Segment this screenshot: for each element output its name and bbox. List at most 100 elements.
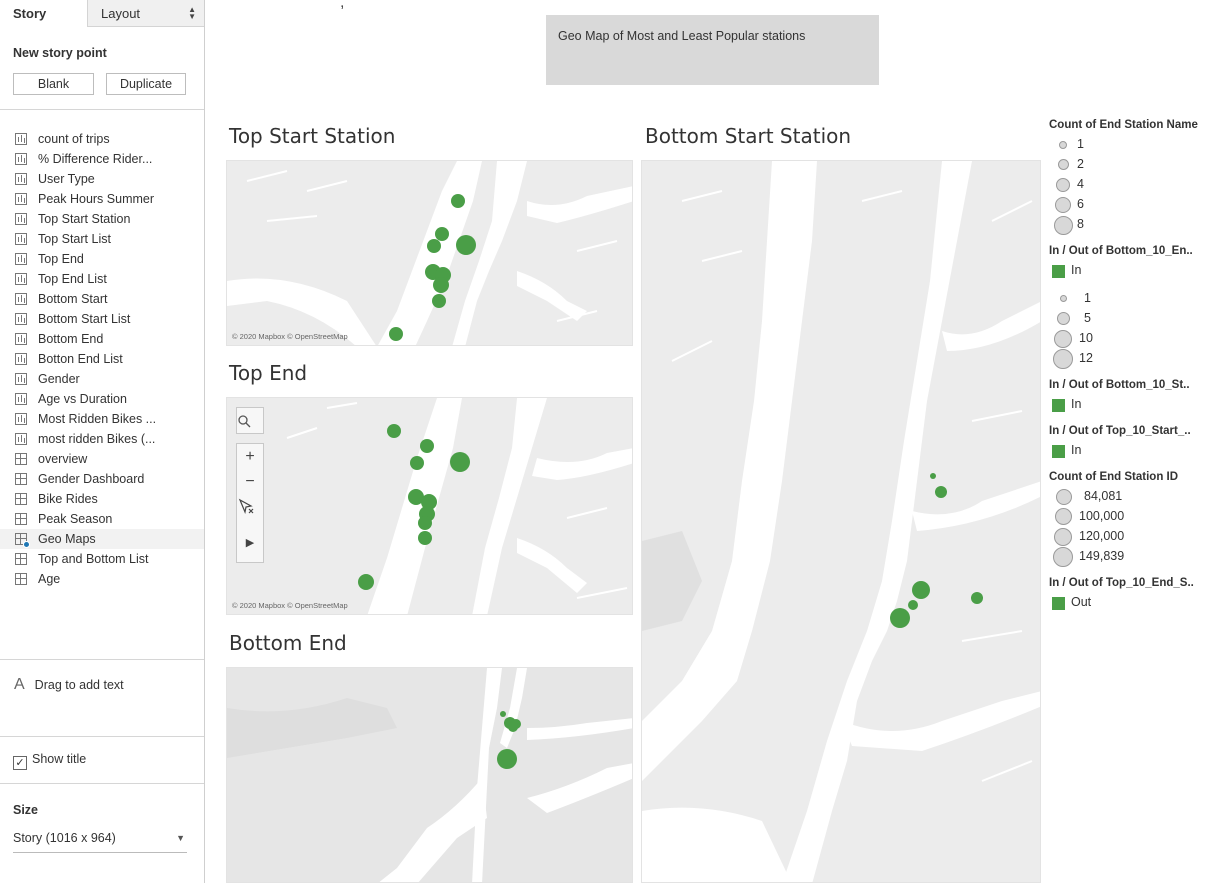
sheet-item[interactable]: Peak Hours Summer <box>0 189 204 209</box>
sheet-item[interactable]: Top End <box>0 249 204 269</box>
duplicate-button[interactable]: Duplicate <box>106 73 186 95</box>
station-marker[interactable] <box>432 294 446 308</box>
legend-title-count-end-station-name[interactable]: Count of End Station Name <box>1049 119 1198 131</box>
dashboard-icon <box>15 513 27 525</box>
bar-chart-sheet-icon <box>15 413 27 425</box>
drag-to-add-text[interactable]: A Drag to add text <box>14 676 124 694</box>
sheet-item[interactable]: Top and Bottom List <box>0 549 204 569</box>
sheet-item[interactable]: Top End List <box>0 269 204 289</box>
sheet-item[interactable]: Gender <box>0 369 204 389</box>
station-marker[interactable] <box>908 600 918 610</box>
station-marker[interactable] <box>433 277 449 293</box>
station-marker[interactable] <box>935 486 947 498</box>
legend-title-in-out-bottom-10-end[interactable]: In / Out of Bottom_10_En.. <box>1049 245 1193 257</box>
search-icon <box>238 415 251 428</box>
station-marker[interactable] <box>971 592 983 604</box>
sheet-item[interactable]: Age <box>0 569 204 589</box>
station-marker[interactable] <box>451 194 465 208</box>
bottom-start-station-map[interactable] <box>641 160 1041 883</box>
top-end-title: Top End <box>229 361 308 385</box>
sheet-item[interactable]: Bottom Start List <box>0 309 204 329</box>
top-start-station-map[interactable]: © 2020 Mapbox © OpenStreetMap <box>226 160 633 346</box>
sheet-item[interactable]: Most Ridden Bikes ... <box>0 409 204 429</box>
sheet-item-label: Bottom Start List <box>38 312 131 326</box>
map-search-button[interactable] <box>236 407 264 434</box>
sheet-item[interactable]: Geo Maps <box>0 529 204 549</box>
map-attribution: © 2020 Mapbox © OpenStreetMap <box>232 332 348 341</box>
station-marker[interactable] <box>387 424 401 438</box>
zoom-in-button[interactable]: + <box>245 448 255 465</box>
legend-title-in-out-top-10-end[interactable]: In / Out of Top_10_End_S.. <box>1049 577 1194 589</box>
bottom-start-station-title: Bottom Start Station <box>645 124 852 148</box>
station-marker[interactable] <box>500 711 506 717</box>
station-marker[interactable] <box>427 239 441 253</box>
map-canvas <box>227 668 632 882</box>
station-marker[interactable] <box>912 581 930 599</box>
sheet-list: count of trips % Difference Rider... User … <box>0 129 204 589</box>
station-marker[interactable] <box>456 235 476 255</box>
station-marker[interactable] <box>930 473 936 479</box>
bar-chart-sheet-icon <box>15 333 27 345</box>
sheet-item-label: Age <box>38 572 61 586</box>
sheet-item-label: most ridden Bikes (... <box>38 432 156 446</box>
legend-title-in-out-bottom-10-start[interactable]: In / Out of Bottom_10_St.. <box>1049 379 1190 391</box>
bar-chart-sheet-icon <box>15 313 27 325</box>
drag-to-add-text-label: Drag to add text <box>34 678 124 692</box>
legend-title-count-end-station-id[interactable]: Count of End Station ID <box>1049 471 1179 483</box>
expand-toolbar-button[interactable]: ▶ <box>245 537 255 549</box>
sheet-item[interactable]: Peak Season <box>0 509 204 529</box>
sheet-item-label: Gender Dashboard <box>38 472 145 486</box>
station-marker[interactable] <box>435 227 449 241</box>
sheet-item[interactable]: User Type <box>0 169 204 189</box>
station-marker[interactable] <box>408 489 424 505</box>
sheet-item[interactable]: Bike Rides <box>0 489 204 509</box>
tab-layout-label: Layout <box>101 6 141 21</box>
blank-button[interactable]: Blank <box>13 73 94 95</box>
sheet-item[interactable]: overview <box>0 449 204 469</box>
sheet-item[interactable]: % Difference Rider... <box>0 149 204 169</box>
sheet-item[interactable]: Top Start List <box>0 229 204 249</box>
station-marker[interactable] <box>358 574 374 590</box>
legend-title-in-out-top-10-start[interactable]: In / Out of Top_10_Start_.. <box>1049 425 1191 437</box>
sheet-item[interactable]: count of trips <box>0 129 204 149</box>
sheet-item-label: Top End <box>38 252 84 266</box>
sheet-item-label: Top Start List <box>38 232 111 246</box>
tab-story[interactable]: Story <box>13 6 47 21</box>
sheet-item[interactable]: Age vs Duration <box>0 389 204 409</box>
bar-chart-sheet-icon <box>15 373 27 385</box>
sheet-item[interactable]: Bottom End <box>0 329 204 349</box>
bar-chart-sheet-icon <box>15 193 27 205</box>
divider <box>0 659 204 660</box>
map-canvas <box>642 161 1040 882</box>
station-marker[interactable] <box>418 516 432 530</box>
top-start-station-title: Top Start Station <box>229 124 396 148</box>
station-marker[interactable] <box>418 531 432 545</box>
show-title-checkbox[interactable]: ✓ <box>13 756 27 770</box>
station-marker[interactable] <box>389 327 403 341</box>
bar-chart-sheet-icon <box>15 353 27 365</box>
sheet-item[interactable]: Gender Dashboard <box>0 469 204 489</box>
show-title-toggle[interactable]: ✓ Show title <box>13 752 86 770</box>
station-marker[interactable] <box>890 608 910 628</box>
dashboard-icon <box>15 573 27 585</box>
sheet-item[interactable]: Botton End List <box>0 349 204 369</box>
select-tool-button[interactable] <box>237 498 263 523</box>
tab-layout[interactable]: Layout ▲ ▼ <box>87 0 204 27</box>
size-select[interactable]: Story (1016 x 964) ▼ <box>13 831 187 853</box>
sheet-item[interactable]: most ridden Bikes (... <box>0 429 204 449</box>
station-marker[interactable] <box>508 722 518 732</box>
station-marker[interactable] <box>450 452 470 472</box>
station-marker[interactable] <box>497 749 517 769</box>
sheet-item[interactable]: Top Start Station <box>0 209 204 229</box>
station-marker[interactable] <box>410 456 424 470</box>
bar-chart-sheet-icon <box>15 393 27 405</box>
story-point-caption[interactable]: Geo Map of Most and Least Popular statio… <box>546 15 879 85</box>
station-marker[interactable] <box>421 494 437 510</box>
bottom-end-map[interactable] <box>226 667 633 883</box>
sheet-item-label: Age vs Duration <box>38 392 127 406</box>
sheet-item[interactable]: Bottom Start <box>0 289 204 309</box>
zoom-out-button[interactable]: − <box>245 473 255 490</box>
top-end-map[interactable]: + − ▶ © 2020 Mapbox © OpenStreetMap <box>226 397 633 615</box>
bar-chart-sheet-icon <box>15 293 27 305</box>
station-marker[interactable] <box>420 439 434 453</box>
